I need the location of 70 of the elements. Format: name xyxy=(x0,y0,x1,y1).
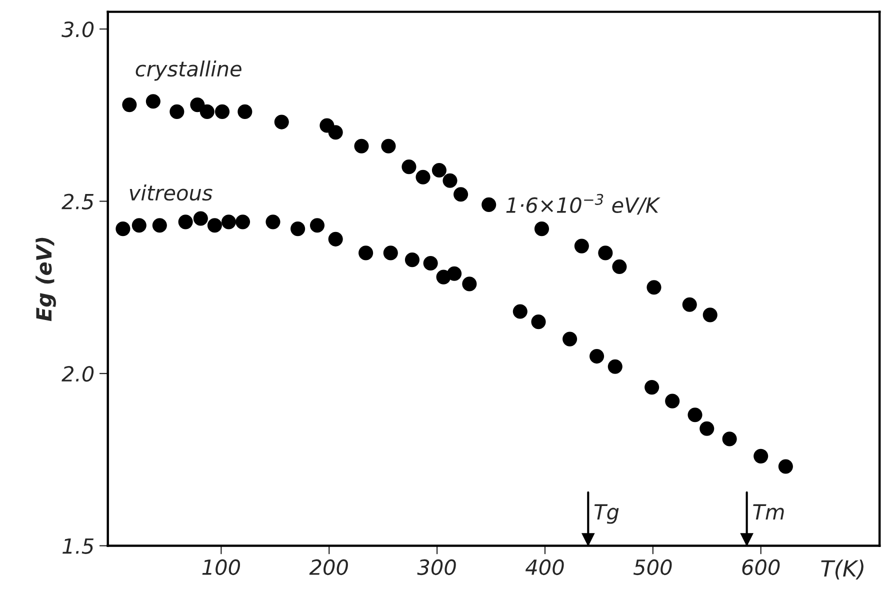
point xyxy=(274,114,289,130)
point xyxy=(235,214,250,230)
point xyxy=(778,459,793,474)
point xyxy=(482,197,496,212)
point xyxy=(646,280,662,295)
y-tick-label: 1.5 xyxy=(62,538,94,554)
x-tick-label: 400 xyxy=(525,559,564,576)
point xyxy=(462,276,477,292)
point xyxy=(178,214,193,230)
point xyxy=(432,162,446,178)
point xyxy=(598,246,613,260)
point xyxy=(383,246,398,260)
ref-line-label: Tm xyxy=(753,504,784,520)
x-tick-label: 500 xyxy=(633,559,672,576)
point xyxy=(447,266,462,281)
point xyxy=(644,380,660,395)
point xyxy=(238,104,252,119)
x-tick-label: 300 xyxy=(417,559,456,576)
y-axis-title: Eg (eV) xyxy=(36,238,56,322)
point xyxy=(531,314,546,330)
point xyxy=(381,138,396,154)
point xyxy=(416,170,430,184)
series-label: vitreous xyxy=(130,184,212,201)
point xyxy=(266,214,280,230)
point xyxy=(207,218,222,233)
point xyxy=(328,232,343,246)
point xyxy=(512,304,528,319)
point xyxy=(722,432,737,446)
point xyxy=(116,222,130,236)
point xyxy=(328,125,343,140)
point xyxy=(146,94,160,109)
x-tick-label: 200 xyxy=(309,559,348,576)
point xyxy=(454,187,468,202)
point xyxy=(214,104,230,119)
point xyxy=(122,98,137,112)
y-tick-label: 2.5 xyxy=(62,194,94,210)
point xyxy=(132,218,146,233)
point xyxy=(608,359,622,374)
x-tick-label: 600 xyxy=(742,559,780,576)
point xyxy=(442,173,458,188)
y-tick-label: 3.0 xyxy=(62,21,94,38)
y-tick-label: 2.0 xyxy=(62,366,94,382)
x-axis-title: T(K) xyxy=(821,560,864,580)
point xyxy=(152,218,167,233)
point xyxy=(193,211,208,226)
point xyxy=(702,308,718,322)
point xyxy=(290,222,306,236)
point xyxy=(682,297,697,312)
ref-line-label: Tg xyxy=(594,504,619,524)
x-tick-label: 100 xyxy=(202,559,240,576)
series-label: crystalline xyxy=(136,60,242,81)
point xyxy=(221,214,236,230)
annotation: 1·6×10$^{−3}$ eV/K xyxy=(506,194,660,215)
point xyxy=(574,238,589,254)
point xyxy=(665,394,680,408)
point xyxy=(700,421,714,436)
point xyxy=(423,256,438,271)
point xyxy=(200,104,214,119)
point xyxy=(358,246,374,260)
point xyxy=(590,349,604,364)
point xyxy=(754,448,768,464)
point xyxy=(404,252,420,268)
point xyxy=(170,104,184,119)
point xyxy=(562,332,578,346)
point xyxy=(688,408,702,422)
point xyxy=(310,218,325,233)
point xyxy=(612,259,627,274)
point xyxy=(402,160,416,174)
point xyxy=(534,222,550,236)
point xyxy=(354,138,369,154)
